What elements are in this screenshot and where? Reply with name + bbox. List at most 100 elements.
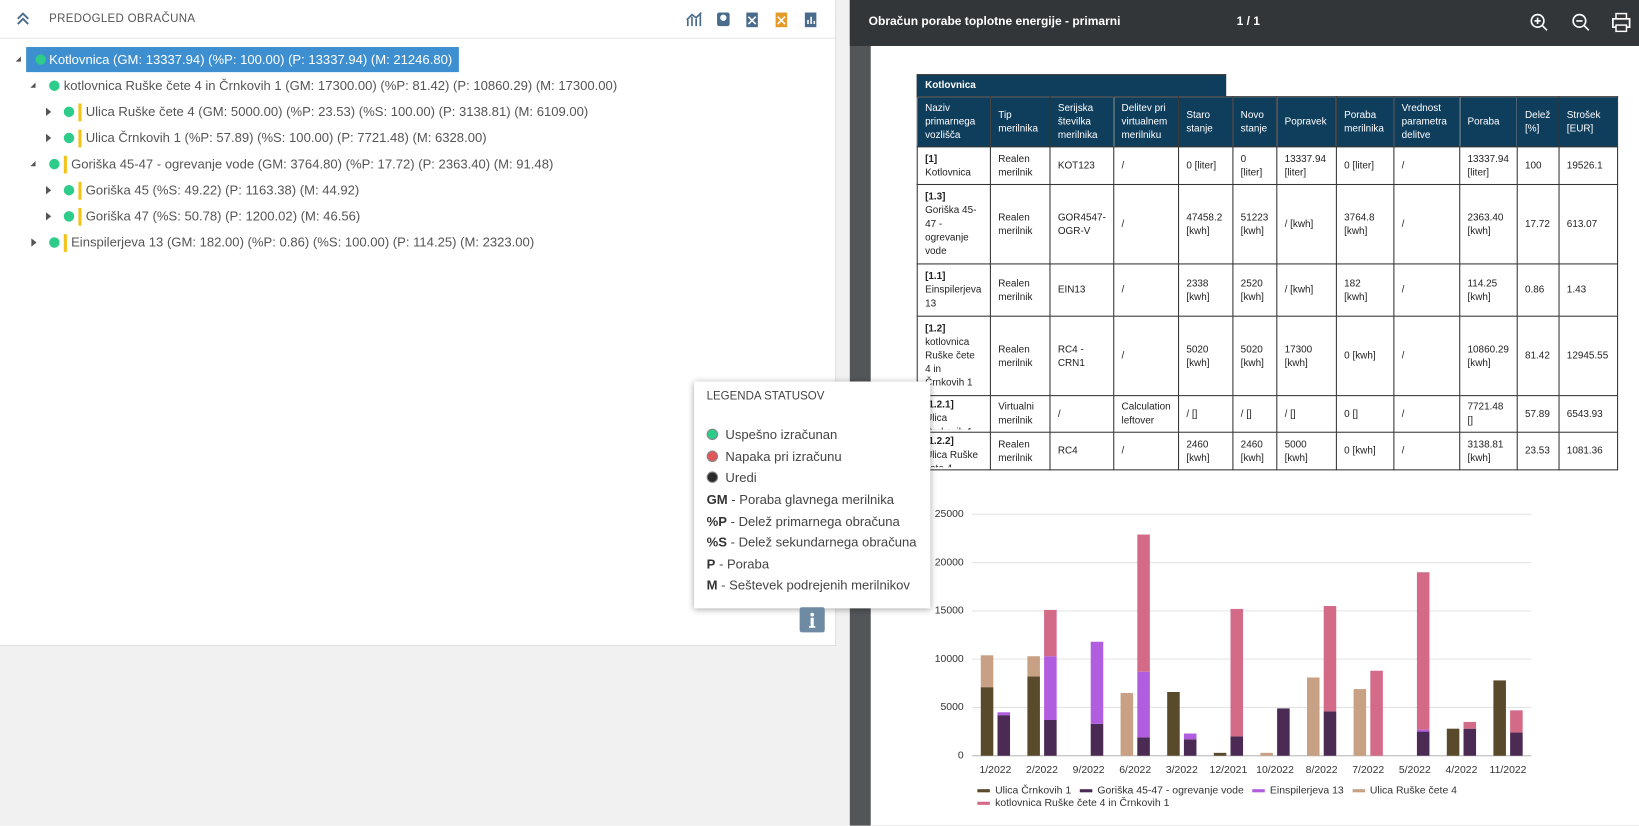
column-header: Strošek [EUR]	[1558, 96, 1619, 148]
legend-item: kotlovnica Ruške čete 4 in Črnkovih 1	[977, 798, 1169, 811]
legend-status: Napaka pri izračunu	[706, 449, 842, 464]
cell-text: 100	[1524, 159, 1542, 172]
cell-text: /	[1401, 218, 1405, 230]
node-name: Kotlovnica	[925, 166, 971, 179]
bar	[1323, 711, 1337, 756]
info-button[interactable]	[799, 607, 825, 633]
legend-label: Ulica Ruške čete 4	[1369, 785, 1457, 797]
column-header: Naziv primarnega vozlišča	[916, 96, 991, 148]
cell-text: Realen merilnik	[998, 153, 1033, 179]
table-cell: 0 [liter]	[1177, 146, 1234, 186]
expand-arrow[interactable]	[45, 186, 52, 195]
bar	[1260, 752, 1273, 756]
expand-arrow[interactable]	[15, 56, 21, 62]
tree-node[interactable]: Goriška 47 (%S: 50.78) (P: 1200.02) (M: …	[63, 204, 360, 229]
cell-text: /	[1121, 218, 1125, 230]
abbr-desc: - Delež primarnega obračuna	[730, 513, 900, 529]
expand-arrow[interactable]	[31, 238, 37, 247]
cell-content: 100	[1525, 159, 1551, 173]
cell-content: 0 [liter]	[1344, 159, 1386, 173]
cell-text: 10860.29 [kwh]	[1467, 343, 1509, 369]
toolbar-icons[interactable]	[686, 10, 822, 29]
table-row: [1] Kotlovnica Realen merilnik KOT123 / 0 [li…	[916, 146, 1619, 186]
cell-text: 81.42	[1524, 350, 1550, 362]
table-cell: 2460 [kwh]	[1177, 431, 1234, 471]
cell-content: Calculation leftover	[1122, 400, 1171, 427]
status-text: Uspešno izračunan	[725, 427, 838, 443]
column-header: Poraba merilnika	[1335, 96, 1395, 148]
expand-arrow[interactable]	[30, 160, 36, 167]
table-cell: / [kwh]	[1276, 263, 1337, 317]
table-cell: 5020 [kwh]	[1232, 315, 1278, 397]
cell-text: Realen merilnik	[998, 277, 1033, 303]
table-cell: 1081.36	[1558, 431, 1619, 471]
table-cell: 5000 [kwh]	[1276, 431, 1337, 471]
legend-label: Ulica Črnkovih 1	[995, 785, 1072, 797]
legend-abbr: P - Poraba	[707, 557, 769, 572]
expand-arrow[interactable]	[45, 107, 52, 117]
bar	[1493, 680, 1506, 756]
table-cell: 182 [kwh]	[1335, 263, 1395, 317]
cell-text: RC4 - CRN1	[1057, 343, 1085, 369]
cell-text: Calculation leftover	[1121, 401, 1171, 427]
legend-label: kotlovnica Ruške čete 4 in Črnkovih 1	[995, 797, 1170, 810]
status-dot	[49, 158, 60, 170]
table-cell: / []	[1276, 395, 1337, 433]
column-header: Delitev pri virtualnem merilniku	[1113, 96, 1180, 148]
table-cell: /	[1049, 395, 1115, 433]
table-cell: Realen merilnik	[989, 146, 1051, 186]
table-cell: 0 []	[1335, 395, 1395, 433]
cell-content: / [kwh]	[1285, 283, 1329, 297]
column-header: Novo stanje	[1232, 96, 1278, 148]
header-row: Naziv primarnega vozlišča Tip merilnika Se…	[916, 96, 1619, 148]
cell-content: Virtualni merilnik	[998, 400, 1042, 427]
expand-arrow[interactable]	[45, 212, 52, 221]
tree-node[interactable]: kotlovnica Ruške čete 4 in Črnkovih 1 (G…	[49, 73, 617, 98]
cell-text: 0.86	[1524, 284, 1545, 296]
cell-content: 23.53	[1525, 444, 1551, 458]
cell-content: /	[1122, 283, 1171, 297]
x-tick-label: 1/2022	[979, 765, 1011, 776]
status-dot	[63, 132, 75, 144]
x-tick-label: 9/2022	[1073, 765, 1105, 776]
cell-content: 47458.2 [kwh]	[1186, 211, 1225, 238]
table-cell: 0.86	[1516, 263, 1560, 317]
abbr-desc: - Delež sekundarnega obračuna	[730, 535, 917, 550]
report-table: Naziv primarnega vozlišča Tip merilnika Se…	[916, 96, 1619, 471]
table-cell: /	[1393, 431, 1461, 471]
tree-node[interactable]: Goriška 45 (%S: 49.22) (P: 1163.38) (M: …	[63, 178, 359, 203]
table-cell: 7721.48 []	[1459, 395, 1518, 433]
cell-content: 17300 [kwh]	[1285, 342, 1329, 369]
cell-content: 0.86	[1525, 283, 1551, 297]
collapse-icon[interactable]	[15, 10, 32, 27]
cell-content: 5000 [kwh]	[1285, 437, 1329, 464]
x-tick-label: 2/2022	[1026, 765, 1058, 776]
tree-node[interactable]: Ulica Ruške čete 4 (GM: 5000.00) (%P: 23…	[63, 99, 588, 124]
expand-arrow[interactable]	[30, 82, 36, 88]
cell-content: /	[1402, 217, 1452, 231]
cell-text: / []	[1284, 408, 1296, 420]
bar	[1416, 731, 1430, 756]
status-dot	[63, 211, 75, 222]
bar	[1120, 692, 1134, 756]
cell-content: Realen merilnik	[998, 211, 1042, 238]
legend-swatch	[977, 801, 990, 805]
tree-node[interactable]: Ulica Črnkovih 1 (%P: 57.89) (%S: 100.00…	[63, 125, 487, 150]
expand-arrow[interactable]	[45, 133, 52, 143]
tree-node[interactable]: Einspilerjeva 13 (GM: 182.00) (%P: 0.86)…	[49, 230, 534, 255]
bar	[1027, 656, 1040, 677]
cell-content: /	[1402, 349, 1452, 363]
status-flag	[78, 103, 82, 122]
viewer-icons[interactable]	[1529, 12, 1634, 34]
table-cell: [1.2] kotlovnica Ruške čete 4 in Črnkovih…	[916, 315, 991, 397]
cell-text: 2520 [kwh]	[1240, 277, 1264, 303]
cell-text: 7721.48 []	[1467, 401, 1504, 427]
tree-node[interactable]: Kotlovnica (GM: 13337.94) (%P: 100.00) (…	[26, 47, 459, 73]
cell-text: / []	[1186, 408, 1198, 420]
cell-content: 0 [liter]	[1186, 159, 1225, 173]
bar	[1183, 739, 1197, 756]
node-label: Goriška 45-47 - ogrevanje vode (GM: 3764…	[71, 156, 554, 172]
tree-node[interactable]: Goriška 45-47 - ogrevanje vode (GM: 3764…	[49, 152, 553, 177]
status-dot	[49, 237, 60, 248]
legend-abbr: %S - Delež sekundarnega obračuna	[707, 535, 917, 550]
